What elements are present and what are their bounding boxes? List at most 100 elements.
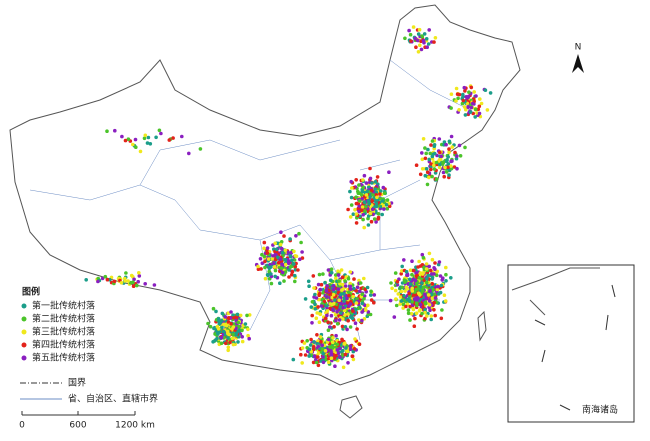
village-dot — [319, 282, 324, 287]
village-dot — [342, 299, 346, 303]
village-dot — [347, 293, 351, 298]
village-dot — [284, 262, 288, 267]
village-dot — [457, 108, 461, 112]
village-dot — [396, 292, 401, 296]
village-dot — [350, 354, 355, 359]
inset-dashes — [534, 284, 616, 411]
village-dot — [319, 340, 323, 344]
village-dot — [324, 289, 329, 293]
village-dot — [467, 90, 471, 94]
village-dot — [362, 276, 366, 281]
village-dot — [299, 240, 303, 245]
village-dot — [366, 199, 371, 203]
village-dot — [269, 281, 274, 286]
village-dot — [426, 42, 431, 46]
village-dot — [425, 314, 429, 318]
village-dot — [300, 250, 304, 254]
village-dot — [307, 347, 312, 352]
village-dot — [211, 306, 216, 311]
village-dot — [361, 212, 366, 217]
village-dot — [325, 309, 330, 313]
village-dot — [137, 274, 142, 278]
village-dot — [424, 267, 429, 271]
village-dot — [256, 264, 260, 269]
village-dot — [358, 281, 363, 285]
village-dot — [234, 333, 238, 337]
village-dot — [424, 37, 429, 41]
village-dot — [447, 139, 452, 144]
village-dot — [353, 337, 357, 341]
village-dot — [374, 201, 379, 206]
village-dot — [382, 204, 386, 208]
village-dot — [468, 110, 473, 114]
village-dot — [96, 279, 100, 284]
village-dot — [322, 299, 327, 304]
village-dot — [354, 195, 358, 199]
village-dot — [126, 137, 131, 141]
village-dot — [279, 240, 284, 244]
village-dot — [309, 349, 314, 354]
village-dot — [135, 283, 139, 288]
village-dot — [325, 295, 329, 299]
village-dot — [311, 347, 316, 352]
village-dot — [414, 301, 419, 306]
village-dot — [291, 357, 296, 362]
village-dot — [346, 318, 351, 323]
hainan — [339, 395, 363, 419]
village-dot — [436, 292, 441, 296]
village-dot — [348, 270, 353, 274]
village-dot — [171, 136, 175, 140]
village-dot — [420, 157, 425, 162]
village-dot — [315, 355, 320, 359]
village-dot — [427, 303, 432, 307]
village-dot — [265, 246, 270, 250]
village-dot — [265, 251, 270, 255]
village-dot — [432, 40, 436, 44]
village-dot — [313, 302, 317, 307]
village-dot — [159, 131, 163, 136]
village-dot — [476, 107, 481, 112]
village-dot — [372, 217, 377, 221]
village-dot — [385, 206, 390, 211]
village-dot — [235, 312, 240, 317]
village-dot — [336, 351, 341, 356]
village-dot — [369, 219, 374, 224]
village-dot — [323, 349, 328, 353]
legend-swatch — [21, 342, 27, 348]
village-dot — [464, 107, 468, 112]
village-dot — [364, 308, 368, 312]
village-dot — [372, 300, 376, 305]
village-dot — [424, 280, 429, 285]
village-dot — [351, 349, 356, 354]
village-dot — [351, 294, 356, 299]
village-dot — [423, 310, 427, 315]
village-dot — [421, 255, 426, 260]
village-dot — [422, 32, 427, 36]
village-dot — [314, 357, 318, 362]
village-dot — [449, 106, 453, 110]
village-dot — [425, 276, 429, 281]
village-dot — [466, 105, 471, 109]
village-dot — [360, 189, 365, 194]
village-dot — [416, 296, 420, 301]
village-dot — [349, 179, 354, 184]
inset-frame — [507, 264, 635, 423]
village-dot — [449, 164, 453, 168]
village-dot — [477, 111, 482, 116]
village-dot — [457, 143, 462, 148]
village-dot — [319, 304, 324, 308]
village-dot — [357, 204, 361, 208]
village-dot — [293, 279, 297, 284]
village-dot — [423, 292, 427, 297]
village-dot — [420, 281, 424, 285]
village-dot — [328, 325, 332, 329]
village-dot — [142, 136, 147, 141]
village-dot — [367, 201, 372, 206]
village-dot — [336, 273, 341, 277]
village-dot — [309, 305, 314, 309]
village-dot — [376, 212, 381, 216]
village-dot — [420, 311, 424, 316]
legend-title: 图例 — [22, 286, 40, 298]
village-dot — [305, 339, 310, 343]
village-dot — [341, 348, 345, 353]
